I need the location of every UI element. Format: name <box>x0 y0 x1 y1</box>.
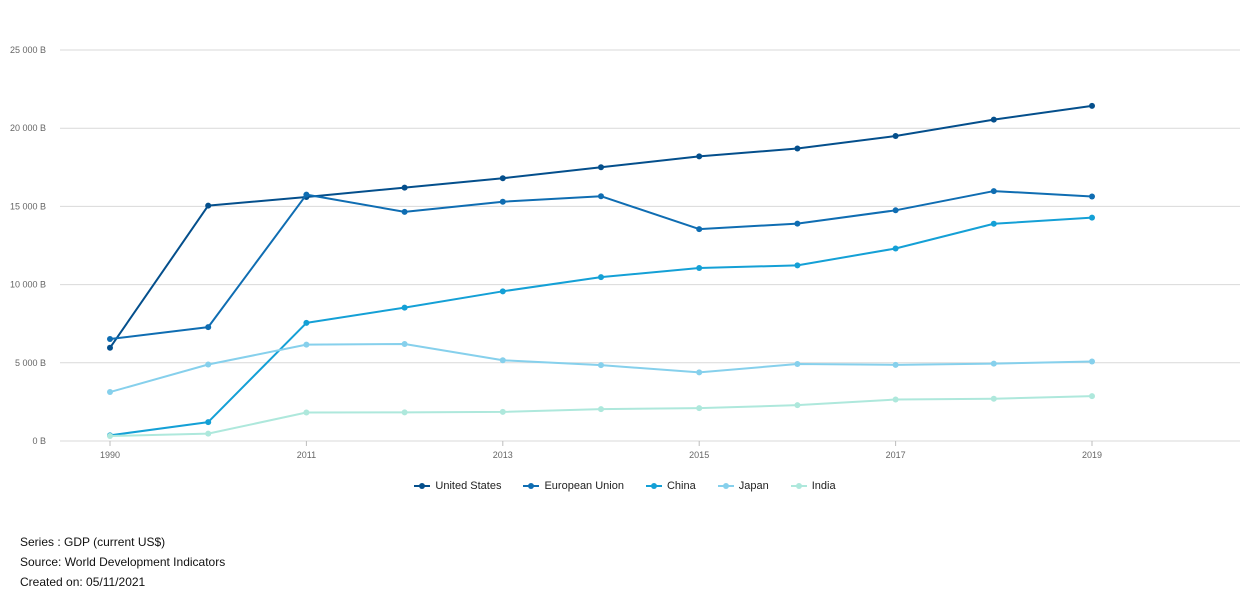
data-point[interactable] <box>205 324 212 331</box>
source-note: Source: World Development Indicators <box>20 555 226 569</box>
data-point[interactable] <box>1089 193 1095 200</box>
data-point[interactable] <box>401 208 408 215</box>
legend-item[interactable]: China <box>645 480 696 492</box>
y-tick-label: 10 000 B <box>10 280 46 290</box>
data-point[interactable] <box>499 357 506 364</box>
legend-label: Japan <box>738 480 769 492</box>
series-line <box>109 104 1093 349</box>
data-point[interactable] <box>990 116 997 123</box>
data-point[interactable] <box>1089 102 1095 109</box>
data-point[interactable] <box>892 361 899 368</box>
data-point[interactable] <box>1089 393 1095 400</box>
data-point[interactable] <box>892 396 899 403</box>
legend-swatch-icon <box>790 481 807 491</box>
series-line <box>109 395 1093 437</box>
data-point[interactable] <box>1089 358 1095 365</box>
data-point[interactable] <box>107 389 113 396</box>
legend-label: United States <box>435 480 502 492</box>
data-point[interactable] <box>794 220 801 227</box>
data-point[interactable] <box>107 344 113 351</box>
y-tick-label: 25 000 B <box>10 45 46 55</box>
legend-swatch-icon <box>414 481 431 491</box>
data-point[interactable] <box>990 188 997 195</box>
data-point[interactable] <box>107 336 113 343</box>
x-tick-label: 2011 <box>297 450 316 460</box>
data-point[interactable] <box>205 419 212 426</box>
legend-swatch-icon <box>645 481 662 491</box>
series-india <box>107 393 1095 439</box>
x-tick-label: 2013 <box>493 450 513 460</box>
data-point[interactable] <box>205 361 212 368</box>
grid-lines <box>60 49 1240 442</box>
y-tick-label: 0 B <box>32 436 46 446</box>
data-point[interactable] <box>696 265 703 272</box>
y-tick-label: 15 000 B <box>10 201 46 211</box>
data-point[interactable] <box>303 409 310 416</box>
data-point[interactable] <box>794 361 801 368</box>
legend-item[interactable]: Japan <box>717 480 769 492</box>
gdp-line-chart: 0 B 5 000 B 10 000 B 15 000 B 20 000 B 25 000… <box>10 45 1240 460</box>
data-point[interactable] <box>401 341 408 348</box>
chart-legend: United States European Union China Japan Ind… <box>0 480 1250 492</box>
series-note: Series : GDP (current US$) <box>20 535 166 549</box>
chart-footer: Series : GDP (current US$) Source: World… <box>20 532 225 592</box>
data-point[interactable] <box>401 304 408 311</box>
legend-item[interactable]: India <box>790 480 836 492</box>
data-point[interactable] <box>401 409 408 416</box>
data-point[interactable] <box>794 402 801 409</box>
y-axis-ticks: 0 B 5 000 B 10 000 B 15 000 B 20 000 B 25 000… <box>10 45 46 446</box>
legend-item[interactable]: United States <box>414 480 501 492</box>
x-tick-label: 1990 <box>100 450 120 460</box>
series-line <box>109 190 1093 341</box>
data-point[interactable] <box>205 202 212 209</box>
y-tick-label: 5 000 B <box>15 358 46 368</box>
data-point[interactable] <box>794 145 801 152</box>
series-lines <box>107 102 1095 439</box>
data-point[interactable] <box>892 207 899 214</box>
data-point[interactable] <box>990 360 997 367</box>
y-tick-label: 20 000 B <box>10 123 46 133</box>
legend-swatch-icon <box>717 481 734 491</box>
x-tick-label: 2019 <box>1082 450 1102 460</box>
data-point[interactable] <box>598 193 604 200</box>
data-point[interactable] <box>499 198 506 205</box>
data-point[interactable] <box>696 153 703 160</box>
data-point[interactable] <box>499 288 506 295</box>
data-point[interactable] <box>401 184 408 191</box>
created-note: Created on: 05/11/2021 <box>20 575 146 589</box>
data-point[interactable] <box>303 341 310 348</box>
data-point[interactable] <box>499 175 506 182</box>
series-china <box>107 214 1095 439</box>
legend-swatch-icon <box>523 481 540 491</box>
data-point[interactable] <box>990 220 997 227</box>
data-point[interactable] <box>303 319 310 326</box>
data-point[interactable] <box>696 405 703 412</box>
data-point[interactable] <box>499 408 506 415</box>
data-point[interactable] <box>598 362 604 369</box>
legend-item[interactable]: European Union <box>523 480 624 492</box>
data-point[interactable] <box>303 191 310 198</box>
legend-label: India <box>811 480 836 492</box>
data-point[interactable] <box>794 262 801 269</box>
data-point[interactable] <box>107 432 113 439</box>
legend-label: China <box>666 480 696 492</box>
x-tick-label: 2015 <box>689 450 709 460</box>
data-point[interactable] <box>598 406 604 413</box>
series-european-union <box>107 188 1095 343</box>
series-line <box>109 216 1093 437</box>
data-point[interactable] <box>1089 214 1095 221</box>
data-point[interactable] <box>696 226 703 233</box>
data-point[interactable] <box>892 133 899 140</box>
data-point[interactable] <box>598 274 604 281</box>
x-tick-label: 2017 <box>886 450 906 460</box>
series-united-states <box>107 102 1095 351</box>
data-point[interactable] <box>598 164 604 171</box>
x-axis-ticks: 1990 2011 2013 2015 2017 2019 <box>100 441 1102 460</box>
data-point[interactable] <box>990 395 997 402</box>
legend-label: European Union <box>544 480 624 492</box>
data-point[interactable] <box>205 430 212 437</box>
data-point[interactable] <box>892 245 899 252</box>
data-point[interactable] <box>696 369 703 376</box>
series-japan <box>107 341 1095 396</box>
